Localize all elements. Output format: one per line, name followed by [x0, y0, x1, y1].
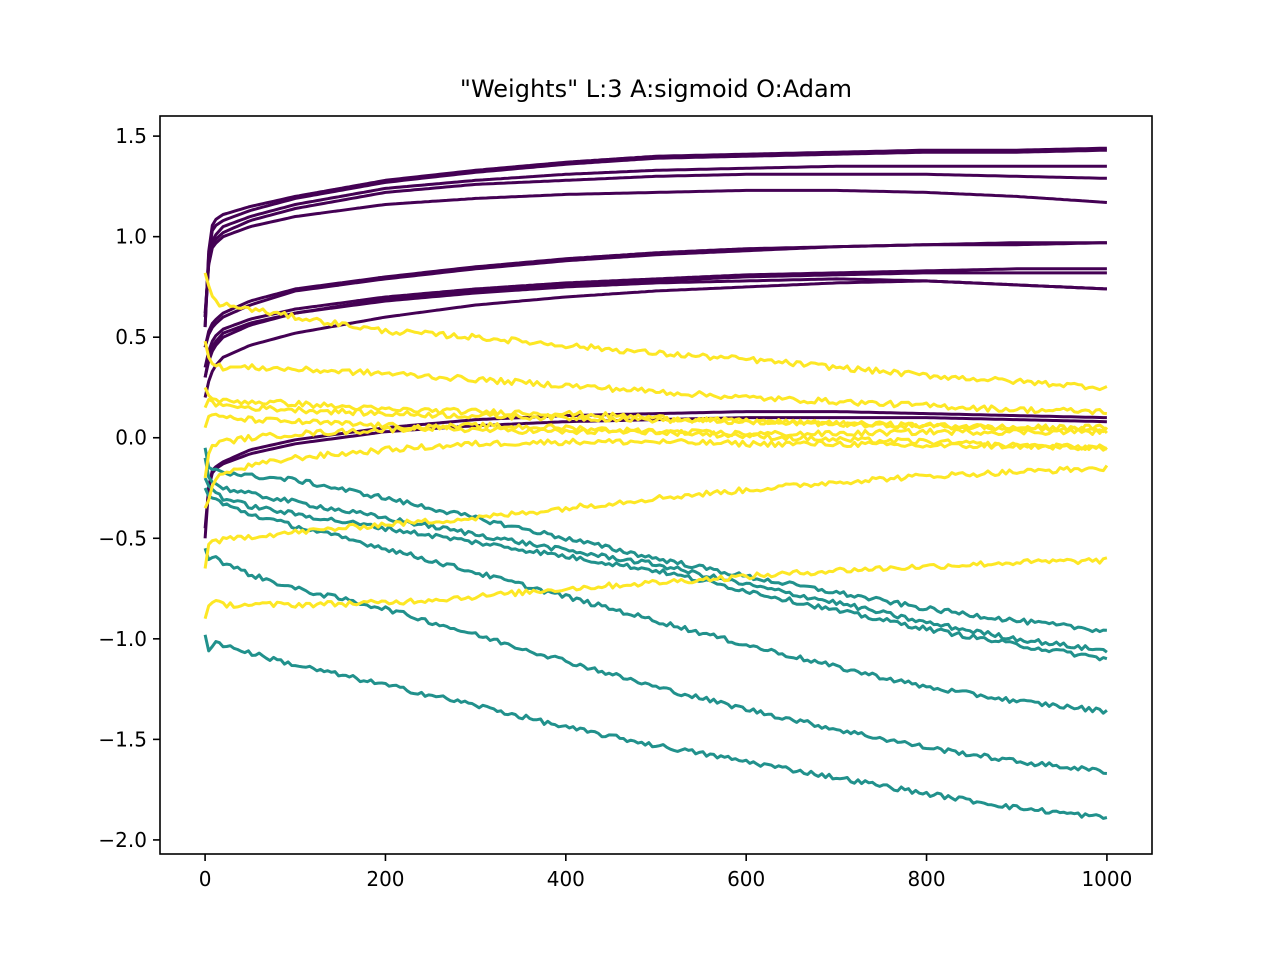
y-tick-label: 1.5 — [115, 124, 147, 148]
plot-frame — [159, 115, 1153, 855]
y-tick-label: 0.0 — [115, 426, 147, 450]
x-tick-label: 400 — [547, 867, 585, 891]
series-line — [203, 267, 1107, 368]
series-line — [203, 464, 1109, 569]
x-axis: 0 200 400 600 800 1000 — [199, 854, 1132, 891]
y-axis: 1.5 1.0 0.5 0.0 −0.5 −1.0 −1.5 −2.0 — [98, 124, 160, 852]
x-tick-label: 1000 — [1081, 867, 1132, 891]
x-tick-label: 600 — [727, 867, 765, 891]
series-line — [203, 172, 1107, 318]
series-line — [203, 279, 1107, 398]
series-line — [203, 437, 1108, 509]
series-line — [203, 457, 1108, 654]
series-line — [203, 272, 1108, 392]
y-tick-label: 1.0 — [115, 225, 147, 249]
x-tick-label: 0 — [199, 867, 212, 891]
series-line — [203, 148, 1107, 328]
series-line — [203, 477, 1108, 662]
series-line — [203, 487, 1108, 715]
y-tick-label: −0.5 — [98, 526, 147, 550]
series-layer — [203, 146, 1109, 820]
series-line — [203, 164, 1107, 318]
x-tick-label: 800 — [907, 867, 945, 891]
series-line — [203, 447, 1107, 634]
series-line — [203, 547, 1108, 775]
y-tick-label: −1.5 — [98, 727, 147, 751]
series-line — [203, 188, 1108, 314]
chart-title: "Weights" L:3 A:sigmoid O:Adam — [460, 75, 852, 103]
series-line — [203, 634, 1108, 820]
y-tick-label: 0.5 — [115, 325, 147, 349]
series-line — [203, 556, 1108, 620]
y-tick-label: −2.0 — [98, 828, 147, 852]
series-line — [203, 146, 1107, 328]
series-line — [203, 340, 1108, 416]
series-line — [203, 241, 1107, 348]
y-tick-label: −1.0 — [98, 627, 147, 651]
series-line — [203, 398, 1109, 434]
x-tick-label: 200 — [366, 867, 404, 891]
